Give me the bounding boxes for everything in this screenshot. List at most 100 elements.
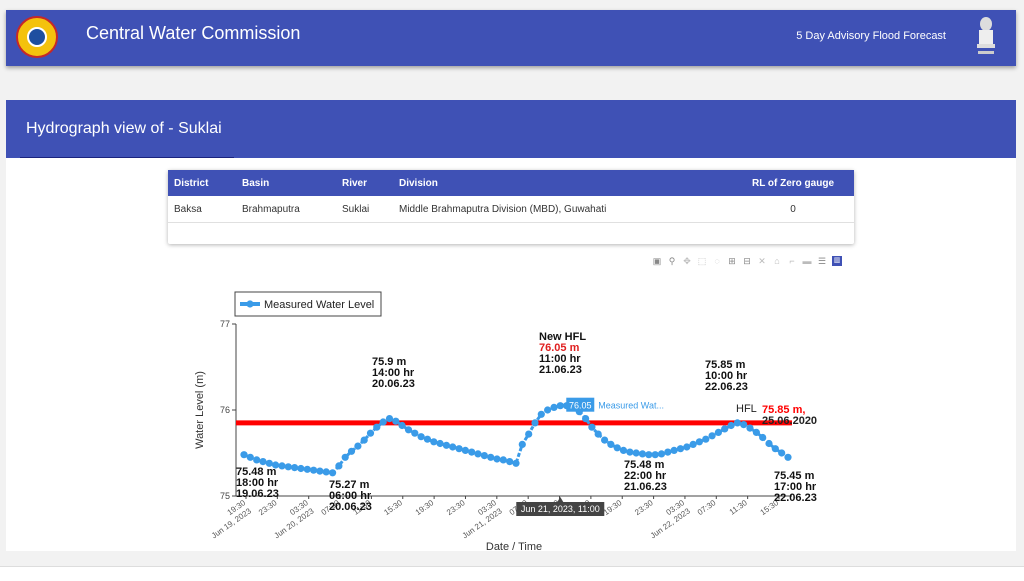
camera-icon[interactable]: ▣ — [652, 256, 662, 266]
annotation-text: 75.85 m — [705, 359, 746, 371]
data-point — [784, 453, 792, 461]
reset-axes-icon[interactable]: ⌂ — [774, 256, 780, 266]
data-point — [442, 441, 450, 449]
x-tick-text: 07:30 — [696, 498, 718, 517]
data-point — [638, 450, 647, 458]
y-tick-label: 77 — [220, 319, 230, 329]
data-point — [291, 464, 299, 472]
header-division: Division — [393, 170, 732, 196]
data-point — [278, 462, 286, 470]
data-point — [683, 443, 691, 451]
annotation-text: 75.27 m — [329, 479, 370, 491]
annotation-text: New HFL — [539, 331, 586, 343]
data-point — [740, 421, 748, 429]
plotly-logo-icon[interactable]: ▥ — [832, 256, 842, 266]
data-point — [714, 428, 723, 436]
cell-district: Baksa — [168, 196, 236, 223]
hydrograph-plot[interactable]: ▣ ⚲ ✥ ⬚ ◌ ⊞ ⊟ ✕ ⌂ ⌐ ▬ ☰ ▥ 75 76 77 Water Le… — [174, 252, 848, 551]
station-info-card: District Basin River Division RL of Zero… — [168, 170, 854, 244]
zoom-icon[interactable]: ⚲ — [668, 256, 676, 266]
header-district: District — [168, 170, 236, 196]
data-point — [695, 438, 704, 446]
table-row: Baksa Brahmaputra Suklai Middle Brahmapu… — [168, 196, 854, 223]
annotation-text: 20.06.23 — [329, 501, 372, 513]
hydrograph-title: Hydrograph view of - Suklai — [26, 120, 222, 137]
data-point — [499, 456, 507, 464]
data-point — [265, 459, 273, 467]
y-axis-label: Water Level (m) — [194, 371, 206, 449]
hover-compare-icon[interactable]: ☰ — [817, 256, 827, 266]
hover-x-box — [516, 502, 605, 516]
data-point — [455, 445, 463, 453]
data-point — [392, 417, 400, 425]
x-tick-label: 19:30 — [414, 498, 436, 517]
x-tick-text: 23:30 — [633, 498, 655, 517]
data-point — [531, 419, 539, 427]
data-point — [373, 423, 381, 431]
data-point — [398, 421, 406, 430]
annotation-text: 75.48 m — [624, 459, 665, 471]
data-point — [771, 445, 779, 453]
data-point — [645, 451, 653, 459]
zoom-out-icon[interactable]: ⊟ — [743, 256, 751, 266]
data-point — [322, 468, 330, 476]
data-point — [512, 459, 520, 467]
box-select-icon[interactable]: ⬚ — [697, 256, 707, 266]
annotation-text: 14:00 hr — [372, 367, 415, 379]
data-point — [360, 436, 368, 444]
data-point — [303, 465, 311, 473]
spike-lines-icon[interactable]: ⌐ — [789, 256, 795, 266]
data-point — [759, 433, 767, 442]
annotation-text: 75.45 m — [774, 470, 815, 482]
data-point — [537, 410, 545, 418]
lasso-icon[interactable]: ◌ — [714, 256, 720, 266]
annotation-text: 22:00 hr — [624, 470, 667, 482]
data-point — [449, 443, 457, 451]
data-point — [480, 452, 488, 460]
autoscale-icon[interactable]: ✕ — [758, 256, 766, 266]
hover-value-box — [566, 397, 595, 412]
annotation-text: 20.06.23 — [372, 378, 415, 390]
pan-icon[interactable]: ✥ — [683, 256, 691, 266]
data-point — [626, 448, 634, 456]
header-rl-zero-gauge: RL of Zero gauge — [732, 170, 854, 196]
hover-x-label: Jun 21, 2023, 11:00 — [521, 504, 600, 514]
zoom-in-icon[interactable]: ⊞ — [728, 256, 736, 266]
x-tick-label: 11:30 — [728, 498, 750, 517]
data-point — [619, 446, 628, 454]
data-point — [518, 440, 526, 448]
data-point — [702, 435, 710, 443]
hover-x-pointer — [557, 497, 564, 502]
hfl-value-label: 75.85 m, — [762, 404, 805, 416]
data-point — [657, 450, 666, 458]
data-point — [689, 440, 697, 448]
national-emblem-icon — [977, 17, 995, 54]
data-point — [601, 436, 609, 444]
x-tick-label: 15:30 — [382, 498, 404, 517]
cell-division: Middle Brahmaputra Division (MBD), Guwah… — [393, 196, 732, 223]
data-point — [329, 469, 337, 477]
data-point — [310, 466, 318, 474]
x-tick-label: 23:30 — [633, 498, 655, 517]
data-point — [651, 451, 659, 459]
annotation-text: 22.06.23 — [774, 492, 817, 504]
hover-closest-icon[interactable]: ▬ — [802, 256, 812, 266]
annotation-text: 22.06.23 — [705, 381, 748, 393]
x-tick-text: 23:30 — [445, 498, 467, 517]
advisory-forecast-link[interactable]: 5 Day Advisory Flood Forecast — [796, 30, 946, 42]
x-tick-text: 19:30 — [414, 498, 436, 517]
x-tick-text: 19:30 — [602, 498, 624, 517]
annotation-text: 75.9 m — [372, 356, 406, 368]
annotation-text: 76.05 m — [539, 342, 580, 354]
data-point — [474, 450, 482, 458]
data-point — [550, 403, 558, 411]
x-axis-label: Date / Time — [486, 541, 542, 551]
data-point — [632, 449, 640, 457]
hover-tooltip: 76.05 Measured Wat... — [566, 397, 664, 412]
data-point — [385, 415, 394, 423]
annotation-text: 21.06.23 — [539, 364, 582, 376]
